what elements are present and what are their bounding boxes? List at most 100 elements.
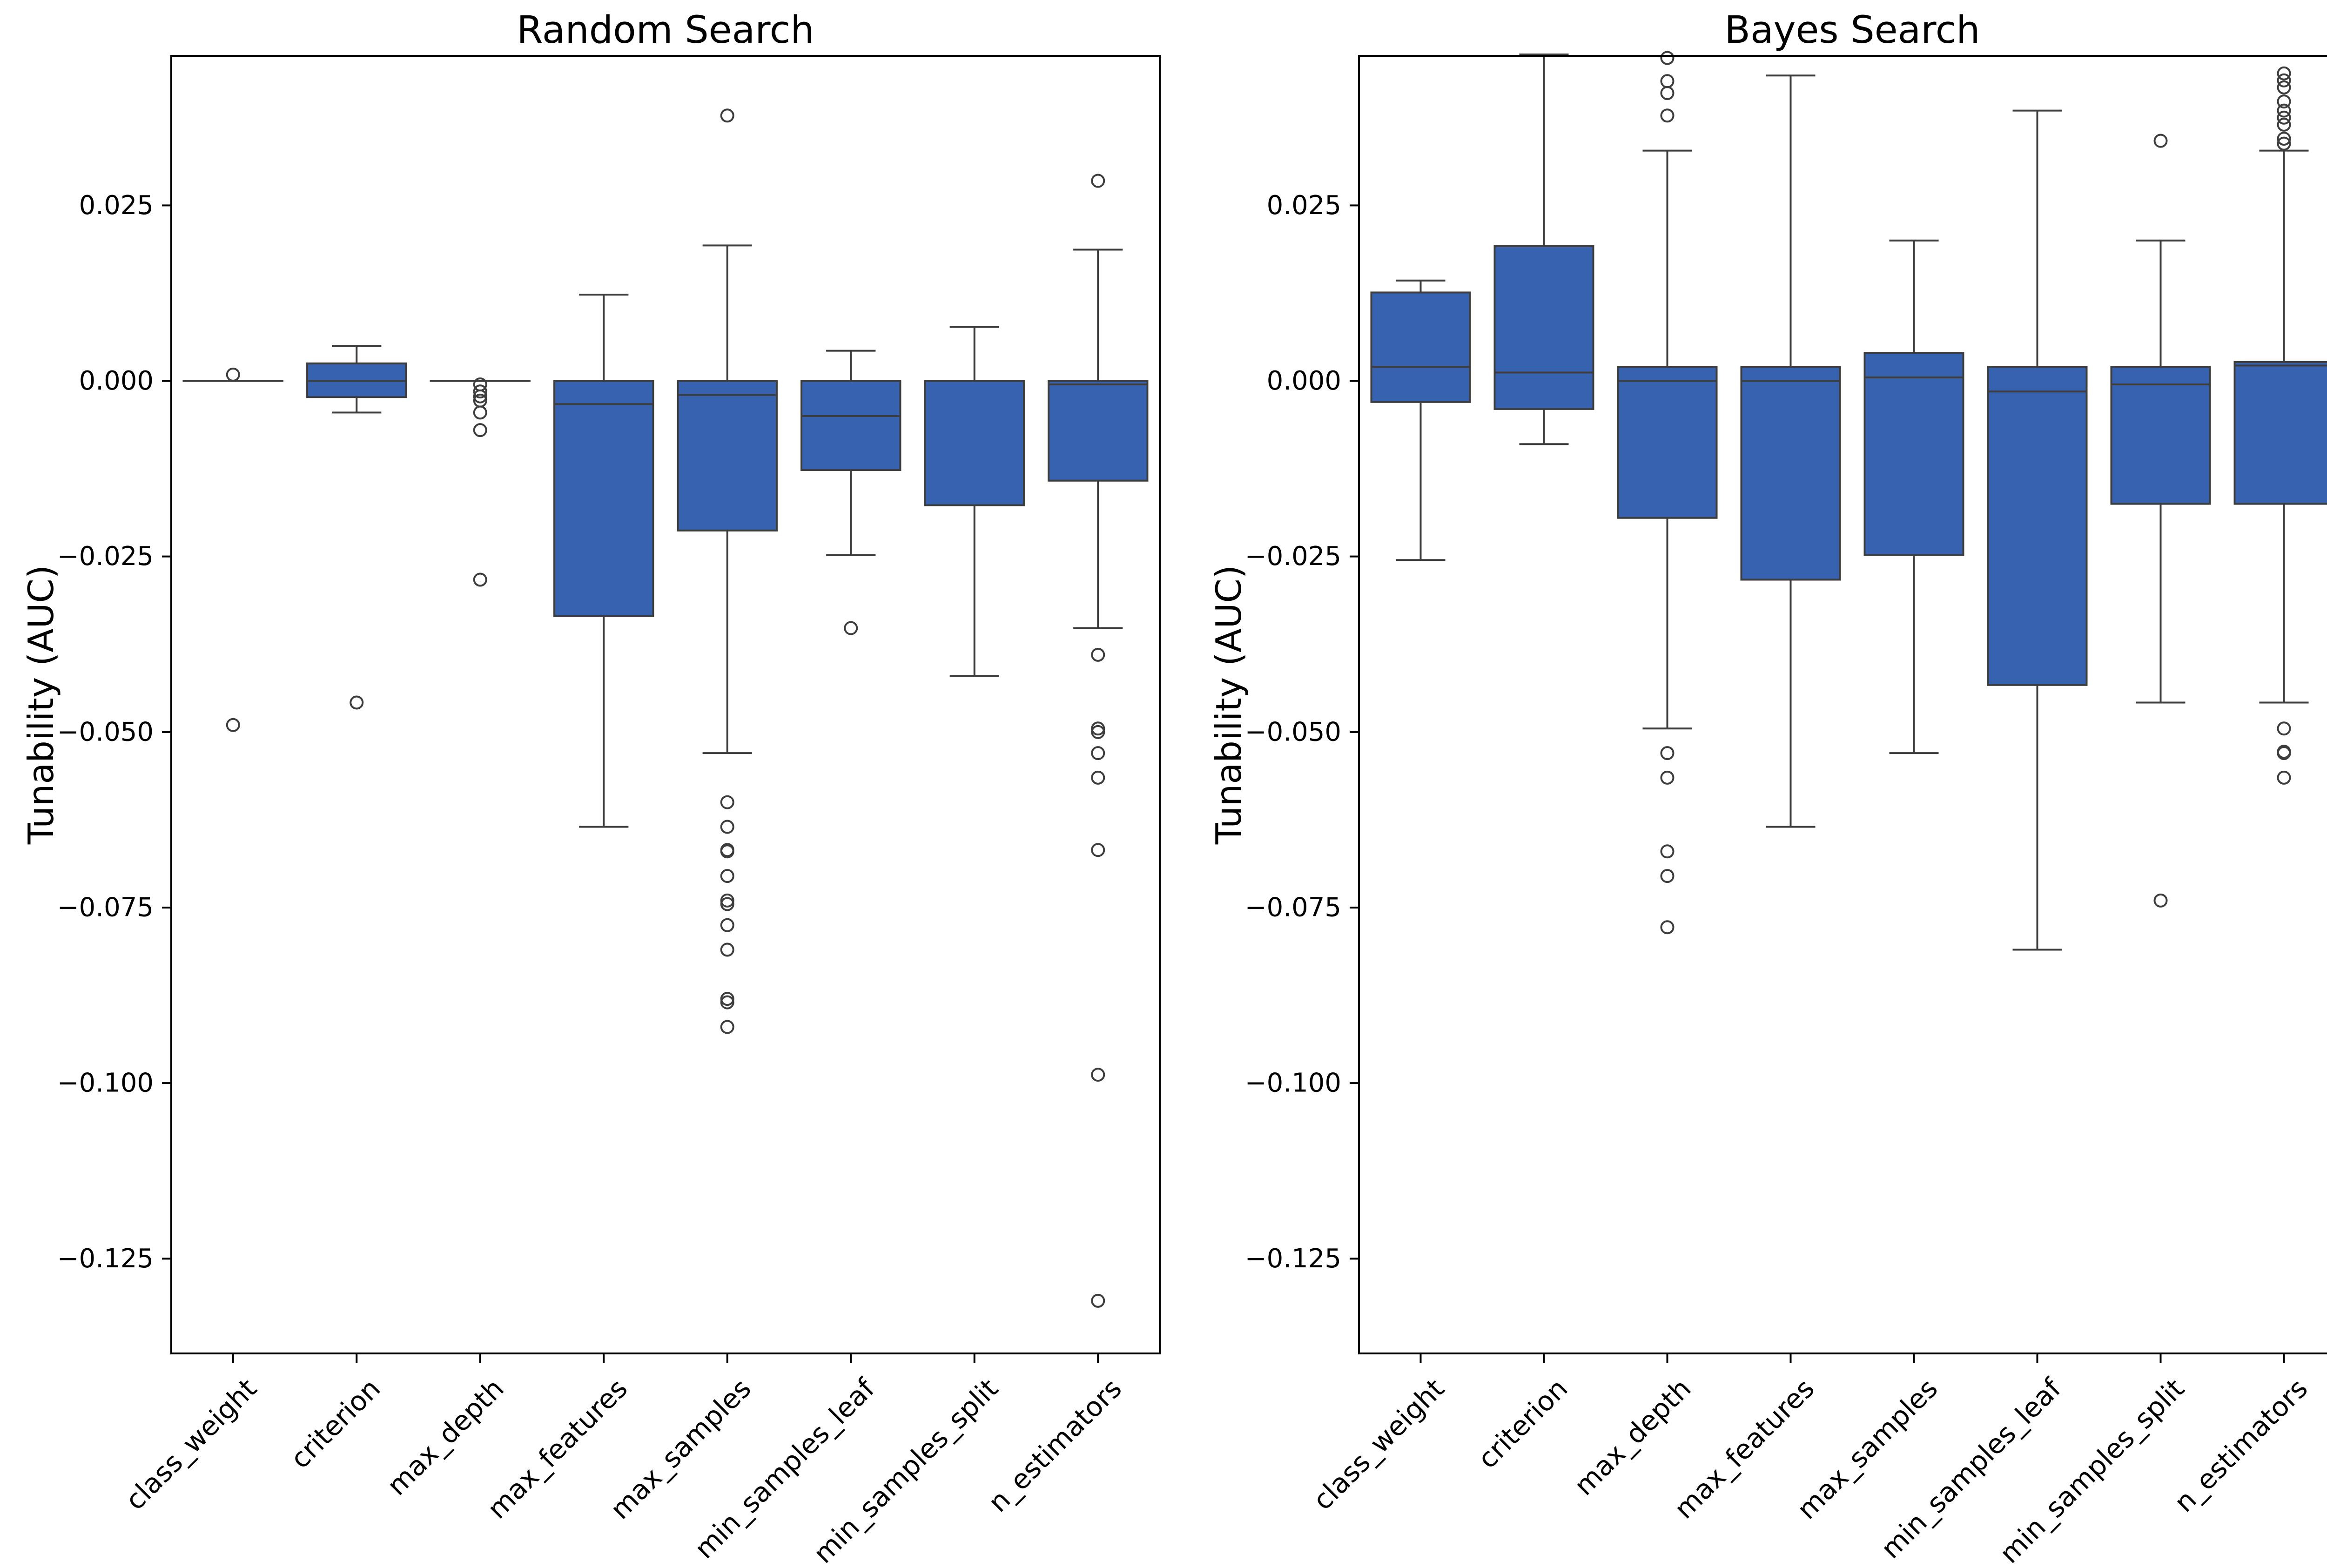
iqr-box	[1987, 366, 2088, 686]
box-max-samples	[677, 108, 778, 1034]
y-tick-label: −0.100	[1245, 1068, 1341, 1098]
chart-random-search: Random Search Tunability (AUC) 0.025 0.000 −…	[20, 8, 1161, 1568]
box-max-depth	[430, 377, 531, 587]
outlier-point	[844, 621, 858, 635]
iqr-box	[677, 380, 778, 532]
y-tick-label: −0.025	[1245, 541, 1341, 572]
outlier-point	[720, 992, 734, 1006]
box-min-samples-split	[2110, 134, 2211, 908]
y-tick-label: −0.050	[57, 717, 154, 747]
y-tick-label: −0.050	[1245, 717, 1341, 747]
outlier-point	[720, 869, 734, 883]
outlier-point	[2277, 73, 2291, 87]
iqr-box	[924, 380, 1025, 506]
box-n-estimators	[1048, 174, 1149, 1308]
outlier-point	[720, 844, 734, 859]
y-tick-label: −0.075	[57, 893, 154, 923]
outlier-point	[720, 1020, 734, 1034]
outlier-point	[1091, 843, 1105, 857]
outlier-point	[2277, 746, 2291, 760]
box-max-samples	[1863, 239, 1964, 754]
y-tick-label: −0.075	[1245, 893, 1341, 923]
outlier-point	[1660, 108, 1675, 123]
iqr-box	[1617, 366, 1718, 519]
y-tick-label: 0.000	[79, 366, 154, 396]
x-tick-label: class_weight	[119, 1373, 263, 1516]
outlier-point	[1660, 74, 1675, 88]
y-tick-label: −0.125	[57, 1244, 154, 1274]
outlier-point	[2277, 66, 2291, 81]
outlier-point	[1091, 174, 1105, 188]
box-min-samples-leaf	[800, 350, 901, 635]
outlier-point	[720, 918, 734, 932]
outlier-point	[2277, 136, 2291, 151]
iqr-box	[1048, 380, 1149, 482]
outlier-point	[720, 893, 734, 908]
outlier-point	[350, 695, 364, 710]
outlier-point	[1660, 86, 1675, 100]
outlier-point	[2153, 134, 2168, 148]
outlier-point	[1091, 746, 1105, 760]
outlier-point	[1660, 746, 1675, 760]
box-max-features	[553, 293, 654, 828]
x-tick-label: max_depth	[1568, 1373, 1697, 1501]
x-tick-label: class_weight	[1307, 1373, 1451, 1516]
outlier-point	[2277, 94, 2291, 109]
outlier-point	[2277, 80, 2291, 94]
y-tick-label: −0.100	[57, 1068, 154, 1098]
outlier-point	[473, 384, 487, 399]
outlier-point	[1091, 1293, 1105, 1308]
outlier-point	[1091, 647, 1105, 662]
outlier-point	[1660, 869, 1675, 883]
plot-frame	[170, 55, 1161, 1354]
outlier-point	[473, 389, 487, 404]
outlier-point	[720, 795, 734, 809]
iqr-box	[2233, 361, 2327, 505]
box-n-estimators	[2233, 66, 2327, 785]
iqr-box	[1863, 352, 1964, 556]
box-max-features	[1740, 74, 1841, 828]
y-axis-label: Tunability (AUC)	[20, 565, 61, 845]
outlier-point	[473, 405, 487, 420]
outlier-point	[1660, 920, 1675, 935]
x-tick-label: max_depth	[381, 1373, 510, 1501]
box-min-samples-leaf	[1987, 109, 2088, 951]
outlier-point	[720, 820, 734, 834]
box-criterion	[306, 345, 407, 710]
outlier-point	[1091, 721, 1105, 736]
y-tick-label: 0.025	[79, 190, 154, 221]
outlier-point	[1660, 51, 1675, 65]
x-tick-label: criterion	[284, 1373, 387, 1475]
chart-bayes-search: Bayes Search Tunability (AUC) 0.025 0.000 −0…	[1208, 8, 2327, 1568]
box-min-samples-split	[924, 326, 1025, 677]
outlier-point	[473, 423, 487, 437]
outlier-point	[226, 718, 240, 732]
plot-frame	[1358, 55, 2327, 1354]
outlier-point	[1091, 770, 1105, 785]
outlier-point	[1660, 770, 1675, 785]
iqr-box	[800, 380, 901, 471]
outlier-point	[720, 942, 734, 957]
outlier-point	[720, 995, 734, 1009]
outlier-point	[2277, 770, 2291, 785]
outlier-point	[226, 367, 240, 382]
x-tick-label: n_estimators	[982, 1373, 1128, 1518]
iqr-box	[1370, 291, 1471, 403]
iqr-box	[1740, 366, 1841, 581]
y-tick-label: −0.125	[1245, 1244, 1341, 1274]
chart-title: Bayes Search	[1724, 8, 1980, 52]
outlier-point	[2277, 110, 2291, 125]
iqr-box	[1493, 245, 1594, 410]
outlier-point	[720, 108, 734, 123]
y-axis-label: Tunability (AUC)	[1208, 565, 1249, 845]
outlier-point	[2277, 721, 2291, 736]
outlier-point	[1660, 844, 1675, 859]
box-criterion	[1493, 53, 1594, 445]
box-max-depth	[1617, 51, 1718, 935]
outlier-point	[2277, 117, 2291, 132]
iqr-box	[553, 380, 654, 617]
outlier-point	[720, 897, 734, 911]
chart-title: Random Search	[517, 8, 814, 52]
x-tick-label: criterion	[1472, 1373, 1574, 1475]
